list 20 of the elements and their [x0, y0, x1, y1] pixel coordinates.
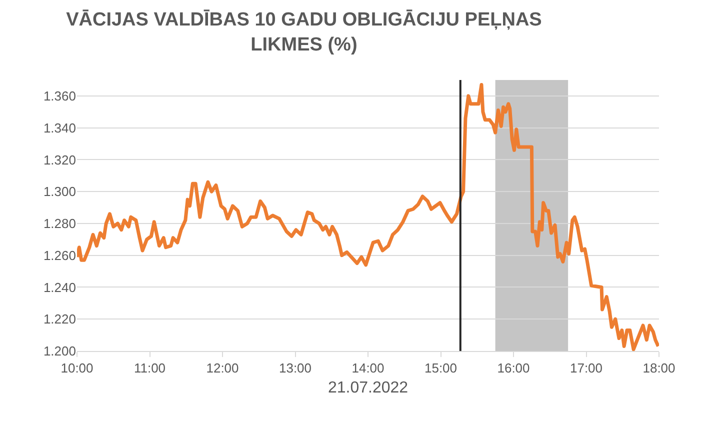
y-tick-label: 1.300: [43, 184, 76, 200]
y-tick-label: 1.340: [43, 120, 76, 136]
y-tick-label: 1.280: [43, 216, 76, 232]
x-tick-label: 10:00: [60, 360, 94, 376]
x-axis-title: 21.07.2022: [328, 379, 408, 396]
x-tick-label: 15:00: [424, 360, 458, 376]
y-tick-label: 1.260: [43, 248, 76, 263]
x-tick-label: 18:00: [642, 360, 676, 376]
chart-title: VĀCIJAS VALDĪBAS 10 GADU OBLIGĀCIJU PEĻŅAS LIKMES (%): [66, 10, 542, 56]
x-tick-label: 13:00: [278, 360, 312, 376]
y-tick-label: 1.320: [43, 152, 76, 168]
x-tick-label: 14:00: [352, 360, 384, 376]
y-tick-label: 1.240: [43, 280, 76, 295]
x-tick-label: 16:00: [497, 360, 530, 376]
x-tick-label: 11:00: [134, 360, 166, 376]
y-tick-label: 1.200: [43, 344, 76, 359]
x-tick-label: 17:00: [570, 360, 603, 376]
x-tick-label: 12:00: [206, 360, 239, 376]
y-tick-label: 1.220: [43, 312, 76, 327]
y-tick-label: 1.360: [43, 88, 76, 104]
